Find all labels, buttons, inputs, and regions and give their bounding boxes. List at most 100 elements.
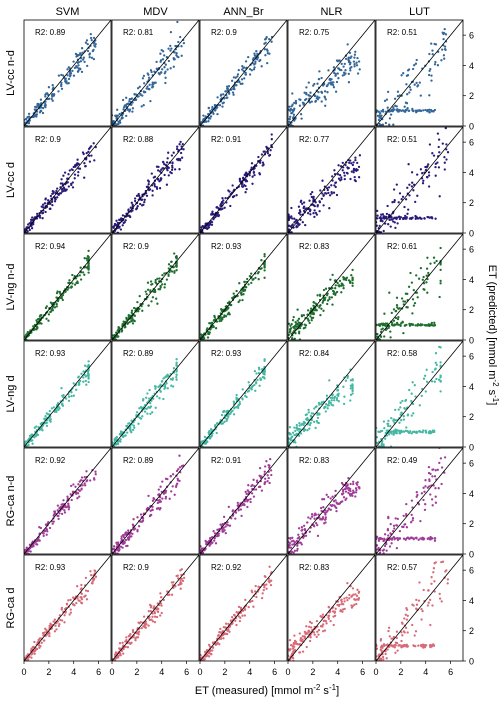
- scatter-point: [165, 183, 169, 186]
- scatter-point: [228, 630, 231, 633]
- scatter-point: [63, 171, 67, 174]
- scatter-point: [314, 426, 317, 430]
- scatter-point: [439, 380, 442, 383]
- scatter-point: [335, 506, 338, 510]
- scatter-point: [438, 195, 441, 198]
- scatter-point: [135, 208, 138, 211]
- scatter-point: [241, 614, 244, 617]
- scatter-point: [334, 284, 337, 287]
- scatter-point: [441, 142, 444, 145]
- scatter-point: [409, 271, 412, 275]
- scatter-point: [349, 399, 352, 402]
- scatter-point: [382, 420, 386, 423]
- scatter-point: [163, 173, 166, 177]
- scatter-point: [427, 185, 431, 188]
- scatter-point: [415, 111, 418, 114]
- scatter-point: [250, 281, 253, 285]
- scatter-point: [33, 652, 36, 655]
- scatter-point: [377, 323, 381, 327]
- scatter-point: [250, 166, 253, 169]
- scatter-point: [235, 194, 238, 197]
- scatter-point: [411, 298, 415, 301]
- scatter-point: [401, 320, 404, 323]
- scatter-point: [53, 200, 57, 203]
- scatter-point: [131, 630, 135, 634]
- scatter-point: [288, 322, 291, 325]
- scatter-point: [71, 490, 75, 493]
- scatter-point: [442, 37, 445, 41]
- row-headers: LV-cc n-dLV-cc dLV-ng n-dLV-ng dRG-ca n-…: [5, 50, 17, 628]
- scatter-point: [250, 69, 253, 72]
- scatter-point: [167, 151, 170, 154]
- scatter-point: [67, 395, 71, 398]
- scatter-point: [420, 394, 423, 398]
- scatter-point: [61, 503, 64, 506]
- scatter-point: [227, 622, 230, 626]
- scatter-point: [305, 91, 308, 95]
- scatter-point: [67, 173, 70, 176]
- r2-label: R2: 0.92: [211, 563, 242, 572]
- scatter-point: [116, 329, 119, 332]
- scatter-point: [137, 192, 140, 196]
- scatter-point: [309, 315, 312, 318]
- scatter-point: [131, 203, 134, 206]
- scatter-point: [57, 193, 60, 196]
- scatter-point: [430, 74, 433, 77]
- scatter-point: [429, 67, 432, 71]
- scatter-point: [146, 506, 149, 510]
- scatter-point: [380, 109, 383, 113]
- scatter-point: [301, 221, 304, 224]
- scatter-point: [351, 491, 355, 495]
- scatter-point: [38, 646, 41, 649]
- scatter-point: [331, 396, 334, 399]
- scatter-point: [298, 424, 301, 427]
- scatter-point: [428, 143, 432, 146]
- scatter-point: [291, 109, 294, 112]
- scatter-point: [88, 154, 91, 157]
- scatter-point: [404, 110, 407, 113]
- scatter-point: [150, 283, 153, 286]
- scatter-point: [342, 496, 346, 499]
- scatter-point: [348, 493, 352, 496]
- scatter-point: [82, 380, 85, 383]
- scatter-point: [310, 412, 313, 415]
- scatter-point: [292, 315, 295, 319]
- scatter-point: [124, 531, 128, 534]
- scatter-point: [331, 610, 335, 613]
- scatter-point: [289, 225, 292, 228]
- scatter-point: [248, 174, 251, 177]
- scatter-point: [390, 432, 393, 435]
- scatter-point: [149, 610, 153, 613]
- scatter-point: [410, 432, 413, 435]
- scatter-point: [437, 138, 441, 141]
- scatter-point: [376, 441, 379, 445]
- scatter-point: [173, 58, 176, 61]
- scatter-point: [232, 93, 235, 96]
- scatter-point: [79, 278, 83, 281]
- scatter-point: [177, 40, 180, 44]
- scatter-point: [325, 192, 328, 195]
- scatter-point: [310, 100, 313, 103]
- scatter-point: [288, 544, 290, 547]
- scatter-point: [381, 549, 385, 552]
- scatter-point: [310, 418, 313, 422]
- scatter-point: [338, 279, 342, 283]
- scatter-point: [314, 99, 318, 103]
- scatter-point: [268, 466, 271, 469]
- scatter-point: [383, 427, 386, 430]
- scatter-point: [133, 197, 137, 200]
- scatter-point: [332, 191, 336, 194]
- scatter-point: [26, 223, 30, 226]
- scatter-point: [388, 218, 392, 221]
- scatter-point: [45, 533, 48, 536]
- scatter-point: [293, 337, 296, 340]
- scatter-point: [134, 639, 137, 642]
- scatter-point: [381, 213, 385, 216]
- scatter-point: [169, 474, 172, 478]
- scatter-point: [324, 296, 327, 299]
- one-to-one-line: [376, 20, 463, 126]
- scatter-point: [61, 190, 64, 193]
- scatter-point: [263, 253, 266, 256]
- scatter-point: [70, 391, 73, 394]
- scatter-point: [43, 104, 46, 108]
